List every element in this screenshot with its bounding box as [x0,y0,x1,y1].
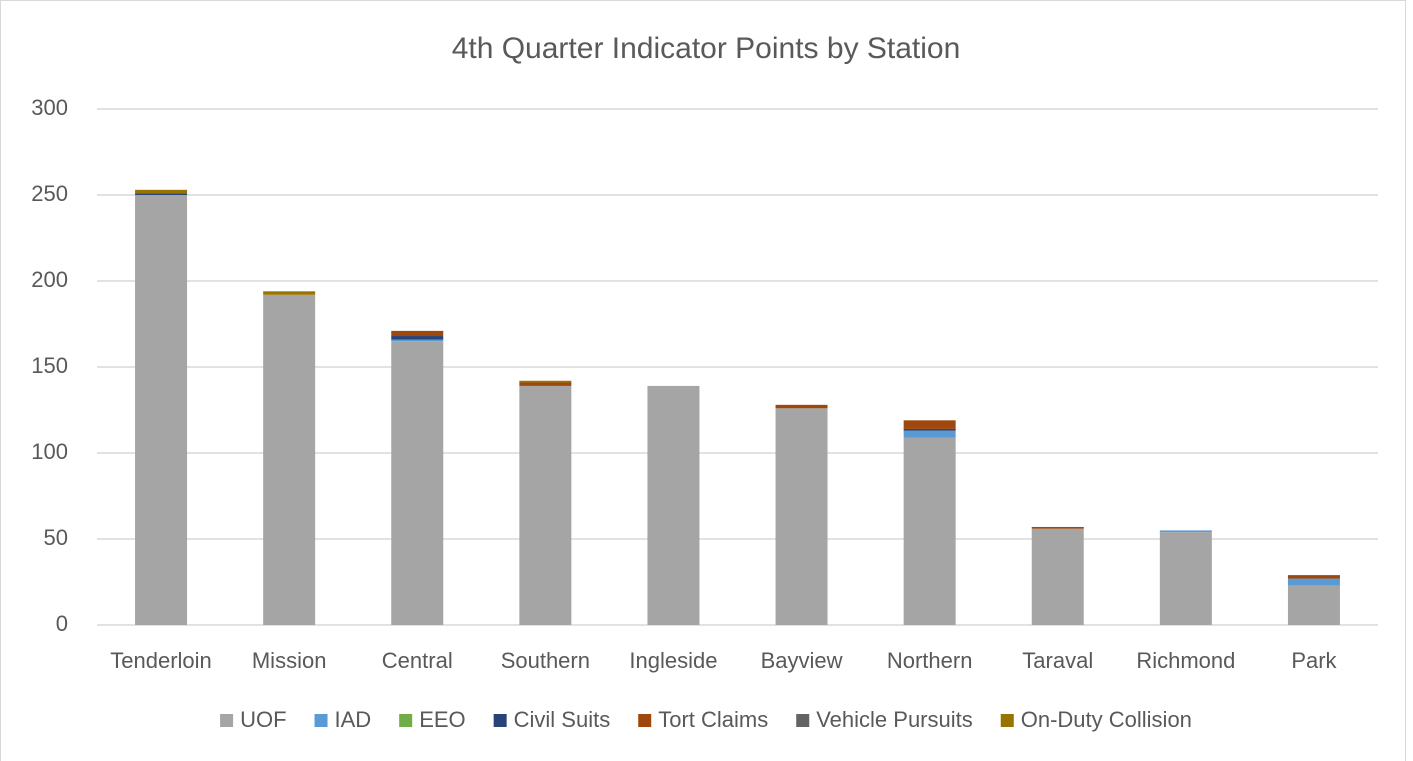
bar-segment [1287,585,1340,625]
legend-label: EEO [419,707,465,732]
bar-segment [263,291,316,295]
chart-title: 4th Quarter Indicator Points by Station [452,32,961,65]
bar-segment [903,430,956,438]
legend-label: Vehicle Pursuits [816,707,973,732]
x-tick-label: Tenderloin [110,648,212,673]
x-tick-label: Richmond [1136,648,1235,673]
legend-swatch [796,714,810,727]
legend-swatch [1000,714,1014,727]
y-tick-label: 100 [31,439,68,464]
y-tick-label: 300 [31,95,68,120]
bar-segment [1159,532,1212,625]
x-tick-label: Northern [887,648,973,673]
y-tick-label: 250 [31,181,68,206]
x-tick-label: Central [382,648,453,673]
legend-label: Civil Suits [514,707,611,732]
bar-segment [391,339,444,342]
bar-segment [903,428,956,431]
bar-segment [263,294,316,625]
bar-segment [1159,530,1212,533]
legend-label: UOF [240,707,286,732]
x-tick-label: Mission [252,648,327,673]
bar-segment [1031,528,1084,625]
x-tick-label: Ingleside [629,648,717,673]
bar-segment [519,382,572,386]
bar-segment [135,189,188,194]
x-tick-label: Park [1291,648,1337,673]
y-tick-label: 0 [56,611,68,636]
bar-segment [1287,575,1340,579]
x-tick-label: Southern [501,648,590,673]
bar-segment [391,341,444,625]
bar-segment [1031,526,1084,529]
y-tick-label: 200 [31,267,68,292]
legend-swatch [493,714,507,727]
x-tick-label: Taraval [1022,648,1093,673]
y-tick-label: 150 [31,353,68,378]
legend-label: Tort Claims [658,707,768,732]
y-tick-label: 50 [44,525,68,550]
bar-segment [519,385,572,625]
bar-segment [1287,578,1340,586]
bar-segment [647,385,700,625]
bar-segment [775,404,828,409]
bar-segment [391,336,444,340]
x-tick-label: Bayview [761,648,843,673]
legend-swatch [638,714,652,727]
bar-segment [135,195,188,625]
legend-swatch [399,714,413,727]
bar-segment [903,420,956,429]
legend-swatch [314,714,328,727]
bar-segment [391,330,444,337]
legend-label: IAD [335,707,372,732]
legend-swatch [220,714,234,727]
legend-label: On-Duty Collision [1021,707,1192,732]
bar-segment [775,408,828,625]
bar-segment [135,193,188,195]
bar-segment [903,437,956,625]
bar-segment [519,380,572,383]
